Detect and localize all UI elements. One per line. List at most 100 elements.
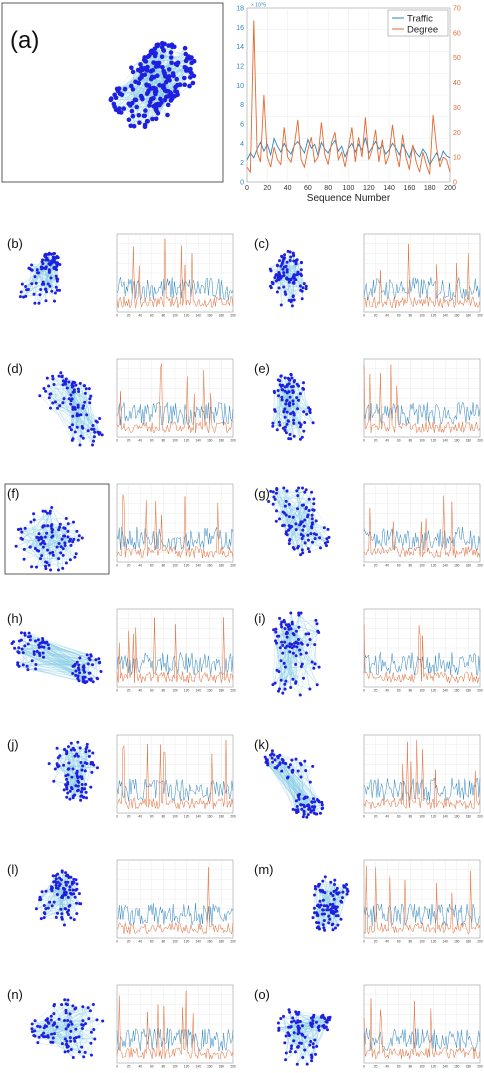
panel-o-node bbox=[297, 1010, 301, 1014]
panel-l-node bbox=[56, 887, 60, 890]
panel-i-node bbox=[275, 668, 279, 672]
panel-c-node bbox=[275, 264, 279, 268]
panel-g-node bbox=[309, 532, 313, 536]
panel-o-node bbox=[290, 1020, 293, 1024]
panel-f-node bbox=[80, 536, 84, 540]
panel-a-node bbox=[142, 66, 148, 71]
panel-m-node bbox=[322, 919, 326, 922]
panel-n-node bbox=[66, 998, 70, 1002]
panel-e-node bbox=[291, 402, 295, 406]
x-tick-label: 60 bbox=[397, 1065, 401, 1069]
panel-m-node bbox=[326, 908, 330, 912]
x-tick-label: 120 bbox=[184, 940, 190, 944]
panel-d-node bbox=[88, 401, 92, 405]
x-tick-label: 80 bbox=[162, 439, 166, 443]
x-tick-label: 120 bbox=[184, 314, 190, 318]
x-tick-label: 0 bbox=[116, 940, 118, 944]
x-tick-label: 60 bbox=[150, 564, 154, 568]
panel-j-node bbox=[75, 771, 79, 775]
panel-h-node bbox=[38, 654, 42, 657]
panel-l-node bbox=[62, 886, 65, 890]
panel-j-node bbox=[65, 777, 69, 781]
panel-e-node bbox=[292, 380, 296, 384]
panel-j-node bbox=[64, 774, 68, 778]
panel-n-node bbox=[50, 1032, 54, 1036]
x-tick-label: 20 bbox=[374, 815, 378, 819]
panel-m-node bbox=[314, 887, 317, 891]
panel-o-node bbox=[325, 1020, 329, 1024]
panel-c-node bbox=[288, 259, 292, 262]
panel-i-node bbox=[298, 648, 302, 652]
y-right-tick-label: 10 bbox=[453, 155, 461, 162]
x-tick-label: 200 bbox=[230, 1065, 236, 1069]
panel-d-network-graph bbox=[38, 371, 104, 447]
panel-n-node bbox=[72, 1037, 76, 1040]
panel-l-node bbox=[66, 873, 70, 877]
panel-n-node bbox=[33, 1029, 37, 1033]
panel-n-node bbox=[69, 1029, 73, 1033]
panel-a-node bbox=[162, 70, 167, 76]
panel-n-node bbox=[92, 1028, 96, 1031]
panel-l-node bbox=[38, 895, 42, 899]
panel-e-node bbox=[279, 384, 283, 388]
panel-m-node bbox=[342, 884, 346, 888]
panel-d-node bbox=[92, 427, 96, 431]
panel-h-node bbox=[74, 669, 78, 673]
panel-o-node bbox=[309, 1023, 313, 1027]
panel-m-node bbox=[331, 905, 335, 909]
panel-c-node bbox=[283, 256, 286, 260]
x-tick-label: 40 bbox=[385, 564, 389, 568]
panel-n-node bbox=[33, 1034, 37, 1038]
panel-l-node bbox=[60, 912, 64, 916]
panel-f-node bbox=[32, 518, 36, 522]
panel-g-node bbox=[301, 486, 304, 490]
panel-c-node bbox=[281, 267, 285, 271]
series-line bbox=[116, 526, 234, 551]
panel-e-node bbox=[288, 433, 292, 436]
x-tick-label: 80 bbox=[324, 185, 332, 192]
panel-b-node bbox=[45, 290, 48, 294]
panel-m-node bbox=[319, 889, 323, 893]
x-tick-label: 60 bbox=[304, 185, 312, 192]
x-tick-label: 60 bbox=[150, 689, 154, 693]
panel-i-node bbox=[283, 665, 287, 669]
y-right-tick-label: 60 bbox=[453, 30, 461, 37]
panel-f-node bbox=[68, 539, 71, 543]
panel-c-node bbox=[289, 255, 293, 259]
panel-label-c: (c) bbox=[254, 236, 269, 251]
panel-o-node bbox=[284, 1051, 288, 1055]
panel-label-o: (o) bbox=[254, 987, 270, 1002]
panel-f-node bbox=[40, 554, 44, 558]
x-tick-label: 200 bbox=[444, 185, 456, 192]
panel-n-node bbox=[68, 1012, 72, 1016]
panel-i-node bbox=[304, 651, 308, 655]
panel-b-node bbox=[24, 294, 28, 298]
panel-e-node bbox=[276, 389, 280, 392]
panel-m-node bbox=[328, 903, 332, 906]
panel-i-node bbox=[304, 632, 308, 636]
panel-e-node bbox=[289, 373, 293, 377]
panel-h-node bbox=[76, 677, 80, 680]
panel-l-node bbox=[66, 895, 70, 899]
panel-l-node bbox=[34, 907, 38, 911]
panel-h-node bbox=[19, 631, 23, 635]
panel-a-node bbox=[143, 108, 148, 113]
panel-n-node bbox=[42, 1026, 46, 1030]
series-line bbox=[363, 865, 481, 936]
panel-m-node bbox=[328, 917, 332, 921]
x-tick-label: 0 bbox=[116, 564, 118, 568]
panel-o-node bbox=[293, 1050, 297, 1054]
panel-l-node bbox=[60, 878, 63, 882]
chart-c: 0 20 40 60 80 100 120 140 160 180 200 bbox=[363, 233, 483, 318]
panel-j-node bbox=[65, 785, 69, 789]
panel-j-node bbox=[81, 764, 85, 768]
panel-o-node bbox=[311, 1045, 315, 1049]
panel-a-network-frame bbox=[1, 2, 224, 183]
panel-n-node bbox=[64, 1002, 68, 1006]
panel-g-node bbox=[326, 527, 330, 531]
panel-m-node bbox=[315, 913, 319, 917]
chart-f: 0 20 40 60 80 100 120 140 160 180 200 bbox=[116, 483, 236, 568]
panel-g-node bbox=[275, 509, 278, 513]
panel-f-node bbox=[75, 529, 79, 533]
panel-c-node bbox=[274, 279, 278, 283]
